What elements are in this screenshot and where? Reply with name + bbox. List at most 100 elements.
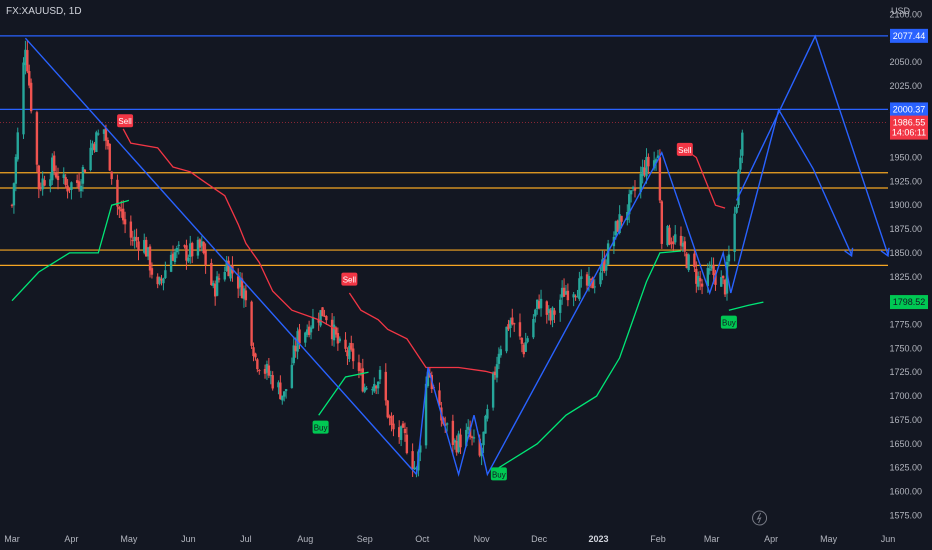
candle-body bbox=[486, 409, 489, 419]
candle-body bbox=[559, 299, 562, 313]
candle-body bbox=[572, 294, 575, 298]
candle-body bbox=[375, 385, 378, 389]
candle-body bbox=[725, 261, 729, 294]
candle-body bbox=[81, 167, 85, 184]
candle-body bbox=[424, 383, 428, 446]
candle-body bbox=[658, 157, 662, 201]
sell-signal-badge bbox=[676, 142, 693, 156]
candle-body bbox=[190, 242, 194, 257]
x-tick-label: 2023 bbox=[589, 534, 609, 544]
x-tick-label: Jun bbox=[881, 534, 896, 544]
candle-body bbox=[524, 342, 527, 352]
candle-body bbox=[332, 324, 336, 341]
candle-body bbox=[445, 423, 449, 425]
candle-body bbox=[547, 308, 550, 314]
candle-body bbox=[499, 349, 502, 356]
currency-label: USD bbox=[890, 6, 910, 16]
y-tick-label: 1850.00 bbox=[889, 248, 922, 258]
candle-body bbox=[254, 353, 257, 358]
candle-body bbox=[601, 259, 604, 272]
candle-body bbox=[238, 277, 242, 288]
candle-body bbox=[309, 327, 313, 333]
candle-body bbox=[175, 248, 179, 253]
candle-body bbox=[169, 254, 173, 272]
candle-body bbox=[334, 327, 338, 335]
candle-body bbox=[451, 420, 455, 445]
candle-body bbox=[212, 282, 215, 286]
candle-body bbox=[143, 240, 146, 253]
candle-body bbox=[605, 264, 608, 271]
candle-body bbox=[282, 391, 286, 397]
candle-body bbox=[325, 316, 328, 321]
candle-body bbox=[733, 213, 736, 252]
candle-body bbox=[578, 278, 581, 300]
candle-body bbox=[706, 267, 710, 286]
candle-body bbox=[537, 301, 541, 309]
candle-body bbox=[108, 143, 111, 171]
y-tick-label: 2025.00 bbox=[889, 81, 922, 91]
signal-label: Buy bbox=[492, 470, 506, 479]
candle-body bbox=[357, 362, 361, 371]
x-tick-label: May bbox=[820, 534, 838, 544]
candle-body bbox=[520, 338, 524, 344]
candle-body bbox=[187, 257, 190, 262]
candle-body bbox=[495, 364, 499, 378]
supertrend-red-line bbox=[122, 128, 337, 330]
candle-body bbox=[298, 329, 301, 344]
candle-body bbox=[200, 241, 203, 247]
candle-body bbox=[49, 179, 52, 187]
candle-body bbox=[204, 250, 207, 266]
signal-label: Buy bbox=[722, 319, 736, 328]
buy-signal-badge bbox=[312, 420, 329, 434]
candle-body bbox=[131, 240, 134, 242]
candle-body bbox=[351, 348, 355, 362]
candle-body bbox=[93, 144, 96, 150]
candle-body bbox=[683, 241, 687, 252]
candle-body bbox=[68, 188, 71, 190]
candle-body bbox=[465, 429, 468, 446]
y-tick-label: 1750.00 bbox=[889, 343, 922, 353]
symbol-label: FX:XAUUSD, 1D bbox=[6, 6, 82, 17]
candle-body bbox=[526, 338, 529, 342]
candle-body bbox=[426, 371, 430, 386]
candle-body bbox=[741, 132, 744, 156]
candle-body bbox=[560, 287, 564, 298]
supertrend-green-line bbox=[318, 371, 369, 416]
signal-label: Sell bbox=[343, 276, 357, 285]
candle-body bbox=[28, 71, 31, 86]
candle-body bbox=[198, 239, 202, 248]
candle-body bbox=[62, 174, 65, 178]
candle-body bbox=[585, 274, 589, 286]
candle-body bbox=[284, 389, 288, 392]
candle-body bbox=[171, 253, 175, 261]
candle-body bbox=[737, 170, 740, 206]
candle-body bbox=[470, 436, 474, 438]
y-tick-label: 2100.00 bbox=[889, 9, 922, 19]
candle-body bbox=[652, 160, 656, 169]
candle-body bbox=[566, 290, 570, 301]
candle-body bbox=[158, 277, 161, 284]
candle-body bbox=[551, 307, 554, 320]
candle-body bbox=[26, 50, 29, 72]
candle-body bbox=[292, 345, 295, 364]
candle-body bbox=[643, 167, 646, 175]
candle-body bbox=[399, 426, 403, 440]
projection-arrowhead bbox=[880, 247, 890, 258]
candle-body bbox=[258, 370, 261, 372]
candle-body bbox=[654, 159, 658, 164]
candle-body bbox=[388, 416, 391, 418]
candle-body bbox=[252, 347, 255, 357]
candle-body bbox=[75, 180, 79, 183]
price-tag bbox=[890, 28, 928, 43]
candle-body bbox=[227, 260, 230, 277]
candle-body bbox=[618, 214, 621, 234]
candle-body bbox=[403, 428, 407, 434]
candle-body bbox=[398, 427, 401, 438]
candle-body bbox=[591, 277, 595, 289]
candle-body bbox=[674, 234, 677, 243]
candle-body bbox=[656, 155, 660, 159]
candle-body bbox=[359, 369, 363, 371]
candle-body bbox=[373, 383, 376, 392]
x-tick-label: Sep bbox=[357, 534, 373, 544]
